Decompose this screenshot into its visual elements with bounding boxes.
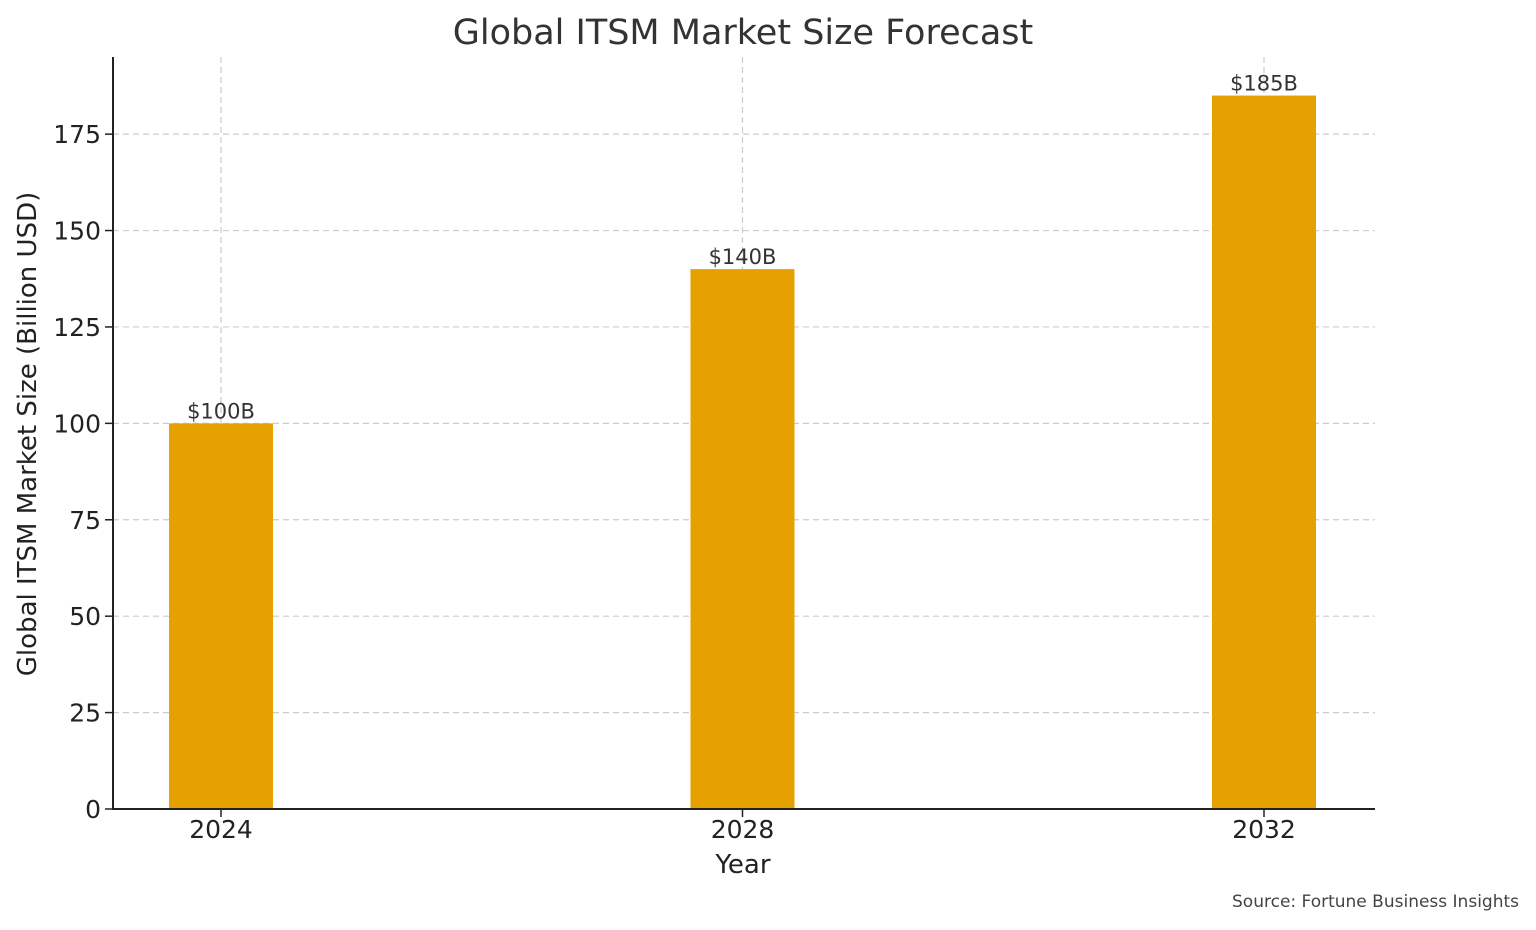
data-label: $140B — [709, 245, 777, 269]
x-tick-label: 2024 — [189, 815, 253, 844]
data-label: $100B — [187, 399, 255, 423]
y-axis-title: Global ITSM Market Size (Billion USD) — [13, 192, 43, 676]
bar-2024 — [169, 423, 273, 809]
bar-layer — [169, 95, 1316, 810]
data-label: $185B — [1230, 72, 1298, 96]
bar-2028 — [690, 269, 795, 810]
bar-2032 — [1212, 95, 1316, 810]
y-tick-label: 50 — [69, 602, 101, 631]
y-tick-label: 100 — [53, 409, 101, 438]
y-tick-label: 175 — [53, 120, 101, 149]
y-tick-label: 75 — [69, 506, 101, 535]
source-note: Source: Fortune Business Insights — [1232, 892, 1519, 912]
x-tick-label: 2028 — [711, 815, 775, 844]
x-tick-label: 2032 — [1232, 815, 1296, 844]
axis-layer — [112, 57, 1375, 810]
y-tick-label: 150 — [53, 217, 101, 246]
y-tick-label: 0 — [85, 795, 101, 824]
chart-title: Global ITSM Market Size Forecast — [453, 13, 1034, 53]
x-axis-title: Year — [714, 850, 770, 880]
data-label-layer: $100B $140B $185B — [187, 72, 1298, 424]
y-tick-label: 25 — [69, 699, 101, 728]
y-tick-label: 125 — [53, 313, 101, 342]
tick-layer: 0 25 50 75 100 125 150 175 2024 2028 2032 — [53, 120, 1296, 844]
